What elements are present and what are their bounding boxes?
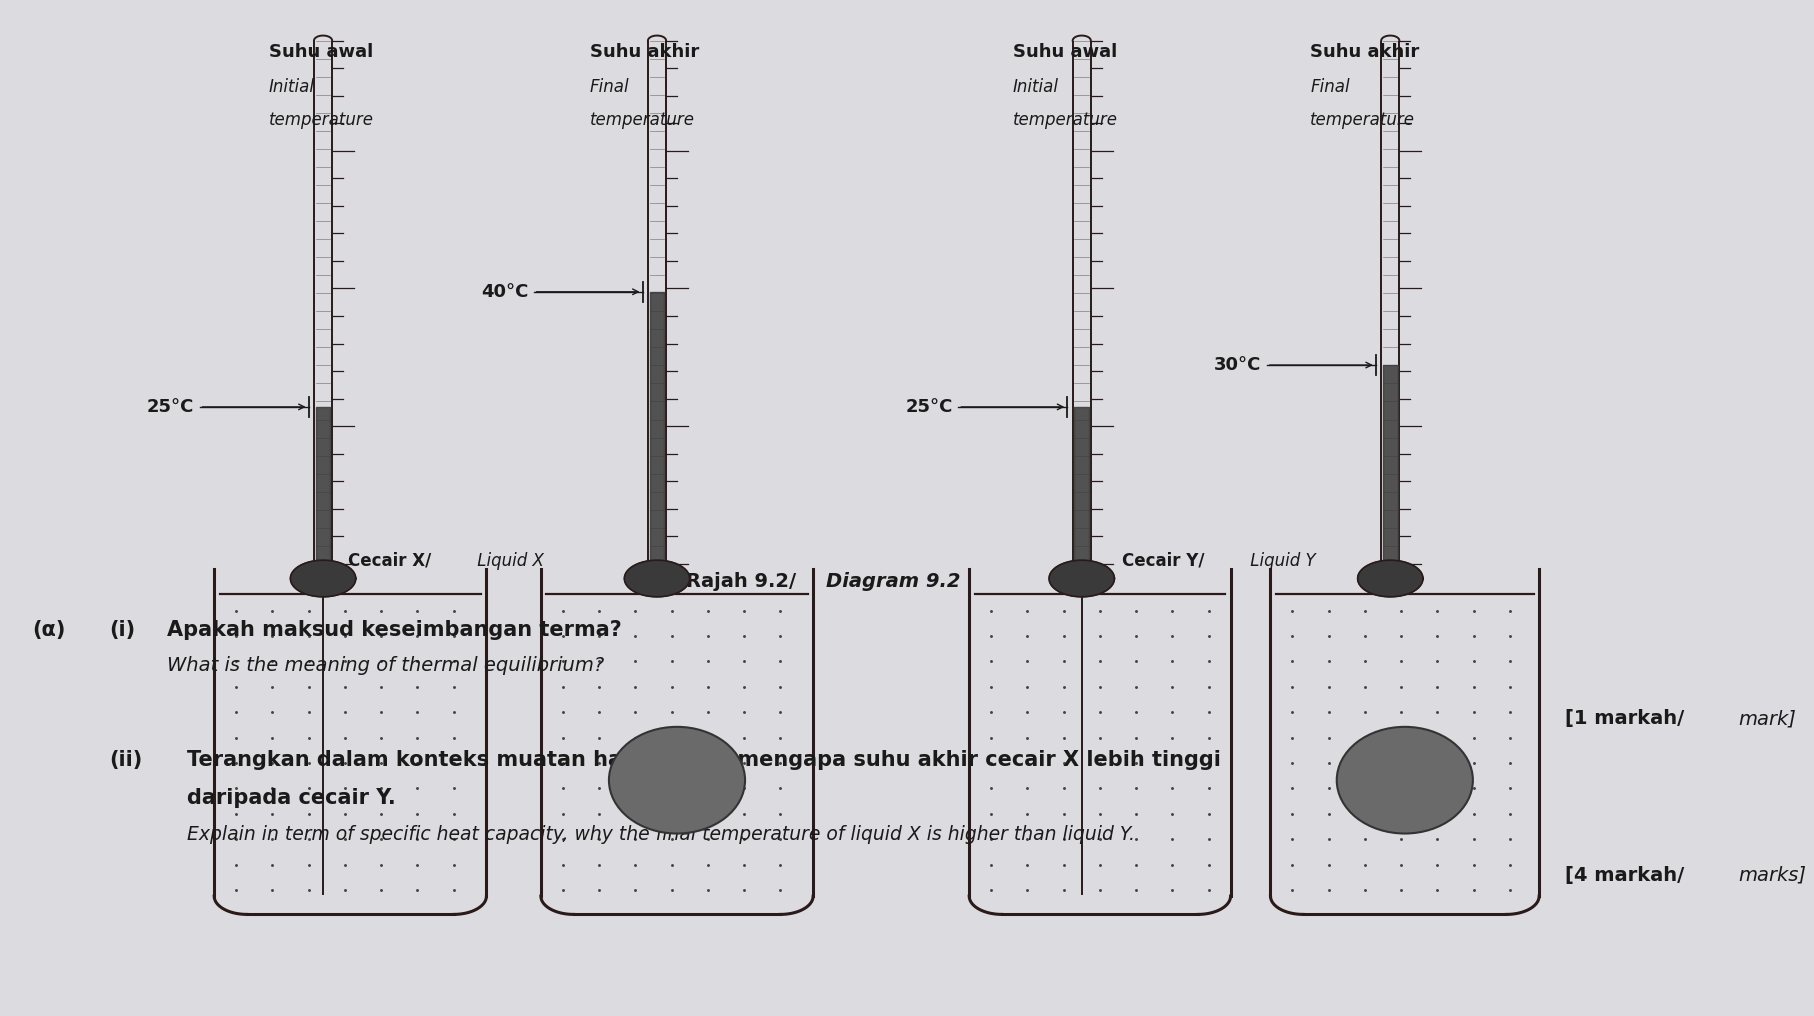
Text: Suhu awal: Suhu awal <box>1012 43 1116 61</box>
Text: 30°C: 30°C <box>1214 356 1261 374</box>
Text: Rajah 9.2/: Rajah 9.2/ <box>686 572 802 590</box>
Text: [4 markah/: [4 markah/ <box>1564 866 1689 885</box>
Text: 25°C: 25°C <box>147 398 194 416</box>
Text: [1 markah/: [1 markah/ <box>1564 709 1689 728</box>
Polygon shape <box>1357 560 1422 596</box>
Text: Liquid Y: Liquid Y <box>1244 552 1315 570</box>
Text: Terangkan dalam konteks muatan haba tentu, mengapa suhu akhir cecair X lebih tin: Terangkan dalam konteks muatan haba tent… <box>187 750 1221 770</box>
Text: Suhu akhir: Suhu akhir <box>590 43 698 61</box>
Text: 40°C: 40°C <box>481 282 528 301</box>
Polygon shape <box>624 560 689 596</box>
Text: (ii): (ii) <box>109 750 141 770</box>
Ellipse shape <box>1335 726 1473 833</box>
Text: mark]: mark] <box>1738 709 1796 728</box>
Text: 25°C: 25°C <box>905 398 952 416</box>
Text: Suhu awal: Suhu awal <box>268 43 372 61</box>
Text: Diagram 9.2: Diagram 9.2 <box>825 572 960 590</box>
Text: (i): (i) <box>109 620 134 640</box>
Text: Liquid X: Liquid X <box>472 552 544 570</box>
Text: Initial: Initial <box>1012 77 1058 96</box>
Text: What is the meaning of thermal equilibrium?: What is the meaning of thermal equilibri… <box>167 656 604 676</box>
Text: Cecair X/: Cecair X/ <box>348 552 432 570</box>
Text: temperature: temperature <box>1012 111 1117 129</box>
Polygon shape <box>1048 560 1114 596</box>
Text: Cecair Y/: Cecair Y/ <box>1121 552 1203 570</box>
Text: marks]: marks] <box>1738 866 1805 885</box>
Text: Initial: Initial <box>268 77 314 96</box>
Text: Apakah maksud keseimbangan terma?: Apakah maksud keseimbangan terma? <box>167 620 622 640</box>
Text: temperature: temperature <box>1310 111 1415 129</box>
Text: (α): (α) <box>33 620 65 640</box>
Polygon shape <box>290 560 356 596</box>
Text: Final: Final <box>590 77 629 96</box>
Text: Explain in term of specific heat capacity, why the final temperature of liquid X: Explain in term of specific heat capacit… <box>187 825 1134 844</box>
Text: Suhu akhir: Suhu akhir <box>1310 43 1419 61</box>
Text: temperature: temperature <box>268 111 374 129</box>
Text: temperature: temperature <box>590 111 695 129</box>
Ellipse shape <box>608 726 744 833</box>
Text: Final: Final <box>1310 77 1350 96</box>
Text: daripada cecair Y.: daripada cecair Y. <box>187 788 395 809</box>
